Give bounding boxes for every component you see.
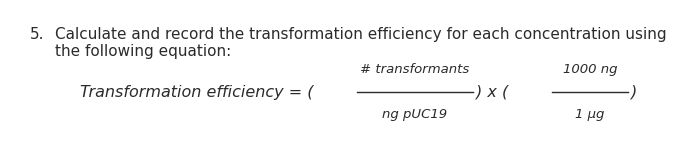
- Text: the following equation:: the following equation:: [55, 44, 231, 59]
- Text: 1 μg: 1 μg: [575, 108, 605, 121]
- Text: 5.: 5.: [30, 27, 45, 42]
- Text: ): ): [631, 85, 637, 100]
- Text: Calculate and record the transformation efficiency for each concentration using: Calculate and record the transformation …: [55, 27, 666, 42]
- Text: # transformants: # transformants: [360, 63, 470, 76]
- Text: Transformation efficiency = (: Transformation efficiency = (: [80, 85, 314, 100]
- Text: 1000 ng: 1000 ng: [563, 63, 617, 76]
- Text: ng pUC19: ng pUC19: [382, 108, 447, 121]
- Text: ) x (: ) x (: [476, 85, 508, 100]
